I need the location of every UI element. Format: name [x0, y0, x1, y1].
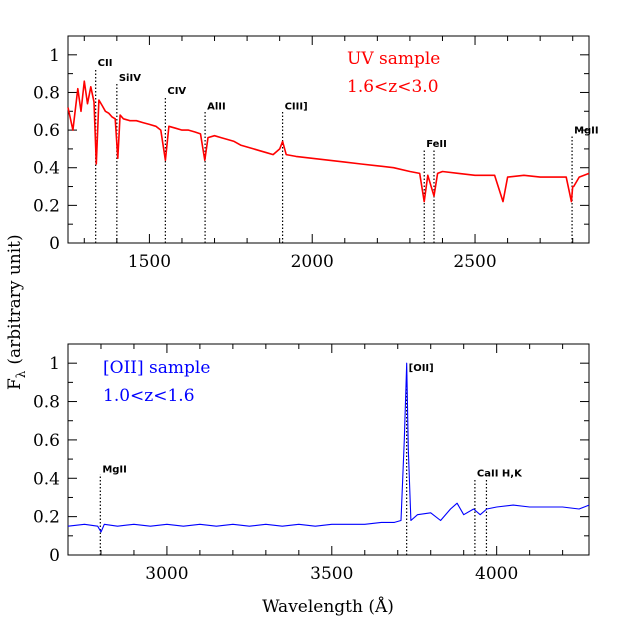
spectral-line-label: AlII: [207, 101, 226, 112]
y-tick-label: 0.4: [33, 469, 60, 489]
y-tick-label: 1: [49, 46, 60, 66]
y-tick-label: 0: [49, 234, 60, 254]
y-axis-title-sub: λ: [14, 370, 28, 378]
bottom-annotation-sample: [OII] sample: [103, 358, 210, 378]
y-axis-title-main: F: [5, 378, 25, 390]
y-axis-title-unit: (arbitrary unit): [5, 234, 25, 364]
y-tick-label: 0.6: [33, 121, 60, 141]
spectral-line-label: SiIV: [119, 73, 141, 84]
spectral-line-label: CIV: [167, 86, 186, 97]
y-tick-label: 0.2: [33, 196, 60, 216]
top-panel-plot: 0 0.2 0.4 0.6 0.8 1 1500 2000 2500 CII SiIV CIV AlII…: [33, 36, 599, 272]
y-tick-label: 0: [49, 546, 60, 566]
y-tick-label: 0.6: [33, 431, 60, 451]
bottom-panel-plot: 0 0.2 0.4 0.6 0.8 1 3000 3500 4000 MgII [OII] CaII …: [33, 344, 590, 584]
bottom-annotation-redshift: 1.0<z<1.6: [103, 386, 195, 406]
spectral-line-label: CaII H,K: [477, 468, 523, 479]
spectrum-line: [67, 80, 590, 203]
spectral-line-label: [OII]: [409, 363, 434, 374]
spectral-line-label: MgII: [102, 464, 127, 475]
x-tick-label: 2500: [453, 252, 496, 272]
x-axis-title: Wavelength (Å): [262, 596, 394, 617]
spectral-line-label: CII: [98, 58, 113, 69]
spectral-line-label: FeII: [426, 139, 447, 150]
top-annotation-redshift: 1.6<z<3.0: [347, 77, 439, 97]
svg-text:Fλ(arbitrary unit): Fλ (arbitrary unit): [5, 234, 28, 390]
x-tick-label: 3500: [310, 564, 353, 584]
x-tick-label: 2000: [291, 252, 334, 272]
y-tick-label: 0.2: [33, 508, 60, 528]
y-tick-label: 0.4: [33, 159, 60, 179]
top-annotation-sample: UV sample: [347, 49, 440, 69]
y-tick-label: 1: [49, 354, 60, 374]
x-tick-label: 1500: [128, 252, 171, 272]
y-tick-label: 0.8: [33, 83, 60, 103]
x-tick-label: 4000: [475, 564, 518, 584]
y-axis-title: Fλ (arbitrary unit): [5, 234, 28, 390]
x-tick-label: 3000: [145, 564, 188, 584]
spectral-line-label: MgII: [574, 126, 599, 137]
spectral-line-label: CIII]: [285, 101, 308, 112]
spectrum-line: [67, 362, 590, 533]
bottom-panel-frame: [67, 343, 590, 556]
top-panel-frame: [67, 35, 590, 244]
y-tick-label: 0.8: [33, 393, 60, 413]
